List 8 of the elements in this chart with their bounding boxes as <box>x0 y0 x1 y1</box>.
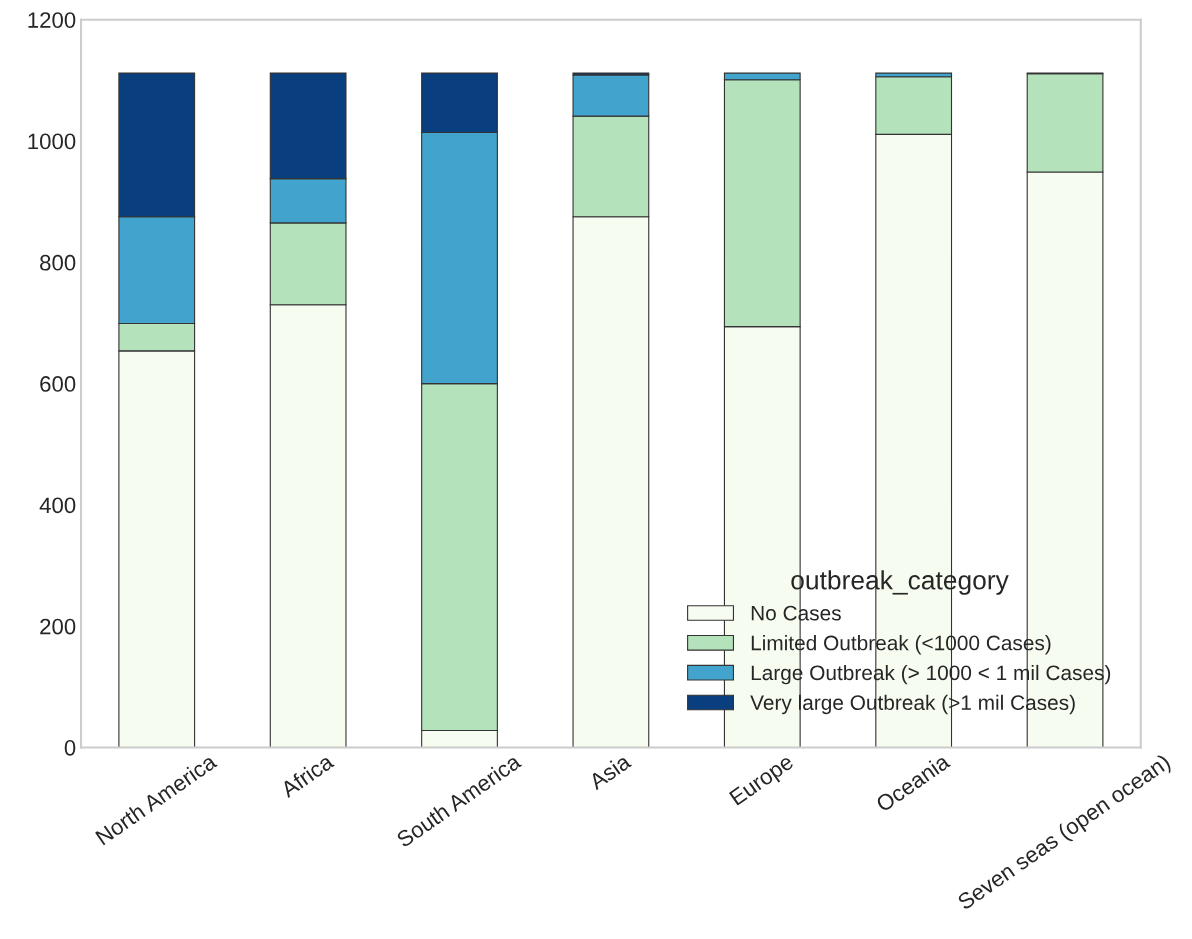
y-tick-label: 1000 <box>28 133 76 150</box>
y-tick-label: 600 <box>40 376 76 392</box>
y-tick-label: 400 <box>39 497 76 514</box>
y-tick-label: 1200 <box>28 12 76 28</box>
y-tick-label: 200 <box>40 618 76 635</box>
x-tick-label: Asia <box>587 752 633 791</box>
y-tick-label: 800 <box>40 254 76 271</box>
y-tick-label: 0 <box>64 739 76 756</box>
